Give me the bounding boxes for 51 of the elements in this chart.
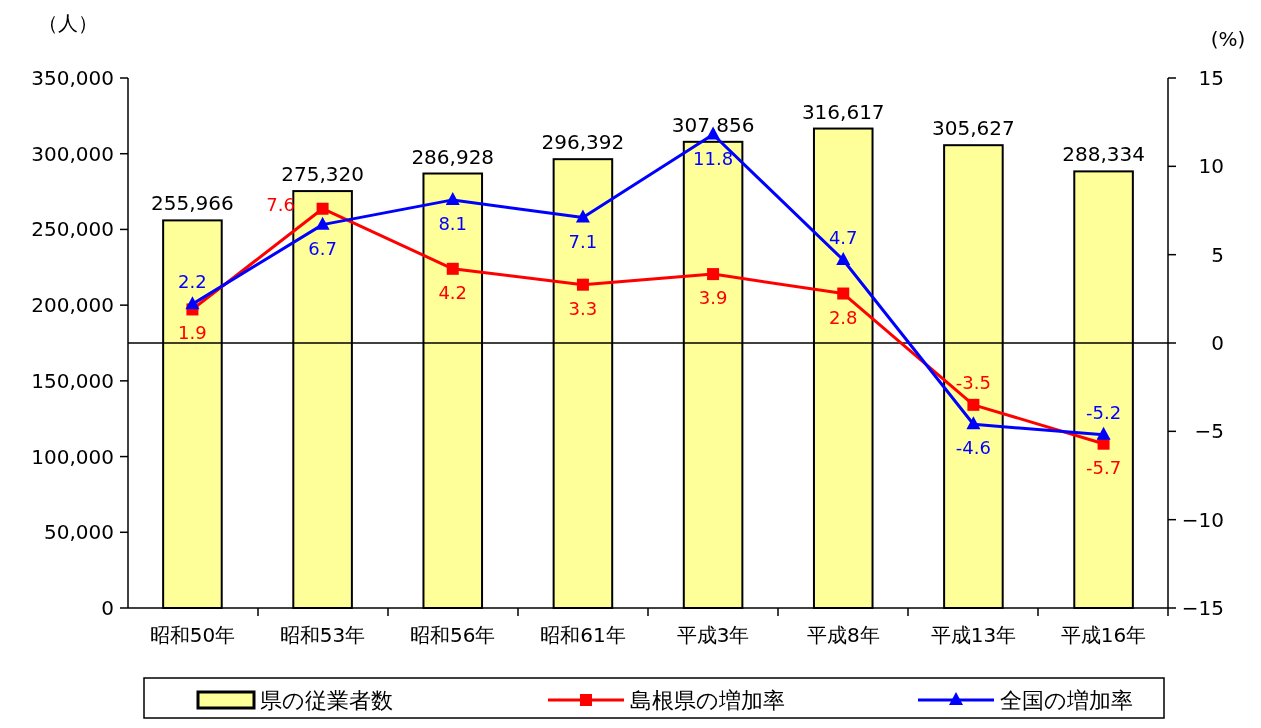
data-label: 296,392 bbox=[541, 130, 625, 155]
y-tick-label: 350,000 bbox=[31, 66, 114, 90]
legend-label: 全国の増加率 bbox=[1000, 688, 1133, 713]
data-label: 11.8 bbox=[693, 147, 734, 169]
data-label: 6.7 bbox=[308, 237, 337, 259]
data-label: 1.9 bbox=[178, 322, 207, 344]
data-label: 307,856 bbox=[671, 112, 755, 137]
legend-label: 島根県の増加率 bbox=[630, 688, 785, 713]
data-label: 3.3 bbox=[568, 297, 598, 319]
y2-tick-label: 15 bbox=[1198, 66, 1224, 90]
y-tick-label: 300,000 bbox=[31, 141, 114, 166]
y-tick-label: 250,000 bbox=[31, 217, 114, 242]
y-axis-title: （人） bbox=[38, 11, 98, 35]
x-tick-label: 平成8年 bbox=[806, 623, 880, 647]
y2-tick-label: −10 bbox=[1181, 507, 1224, 532]
data-label: 316,617 bbox=[801, 99, 885, 124]
data-label: 2.2 bbox=[178, 271, 207, 293]
x-tick-label: 平成16年 bbox=[1060, 623, 1147, 647]
x-tick-label: 昭和50年 bbox=[149, 623, 236, 647]
data-label: -4.6 bbox=[955, 437, 991, 459]
data-label: 4.7 bbox=[828, 226, 858, 248]
data-label: 305,627 bbox=[932, 116, 1015, 141]
y2-tick-label: 5 bbox=[1211, 242, 1224, 267]
data-label: -3.5 bbox=[955, 371, 991, 393]
y-tick-label: 50,000 bbox=[44, 520, 114, 545]
y2-tick-label: 10 bbox=[1198, 154, 1224, 179]
data-label: 2.8 bbox=[828, 306, 858, 328]
y-tick-label: 150,000 bbox=[31, 368, 114, 393]
data-label: 255,966 bbox=[151, 191, 234, 216]
x-tick-label: 平成3年 bbox=[676, 623, 750, 647]
x-tick-label: 昭和53年 bbox=[279, 623, 366, 647]
data-label: 8.1 bbox=[438, 212, 468, 234]
y2-tick-label: −15 bbox=[1181, 596, 1224, 620]
data-label: 4.2 bbox=[438, 281, 468, 303]
data-label: -5.2 bbox=[1086, 401, 1122, 423]
legend-label: 県の従業者数 bbox=[260, 688, 393, 713]
x-tick-label: 昭和56年 bbox=[410, 623, 496, 647]
y-tick-label: 100,000 bbox=[31, 444, 114, 469]
data-label: 3.9 bbox=[698, 287, 728, 309]
data-label: -5.7 bbox=[1086, 456, 1122, 478]
data-label: 275,320 bbox=[281, 162, 364, 187]
y-tick-label: 0 bbox=[101, 596, 114, 620]
y2-tick-label: −5 bbox=[1194, 419, 1224, 444]
data-label: 7.1 bbox=[568, 230, 598, 252]
data-label: 288,334 bbox=[1062, 142, 1145, 167]
y2-tick-label: 0 bbox=[1211, 331, 1224, 355]
y2-axis-title: (%) bbox=[1210, 27, 1246, 51]
data-label: 286,928 bbox=[411, 144, 495, 169]
y-tick-label: 200,000 bbox=[31, 293, 114, 318]
x-tick-label: 昭和61年 bbox=[540, 623, 626, 647]
x-tick-label: 平成13年 bbox=[930, 623, 1017, 647]
